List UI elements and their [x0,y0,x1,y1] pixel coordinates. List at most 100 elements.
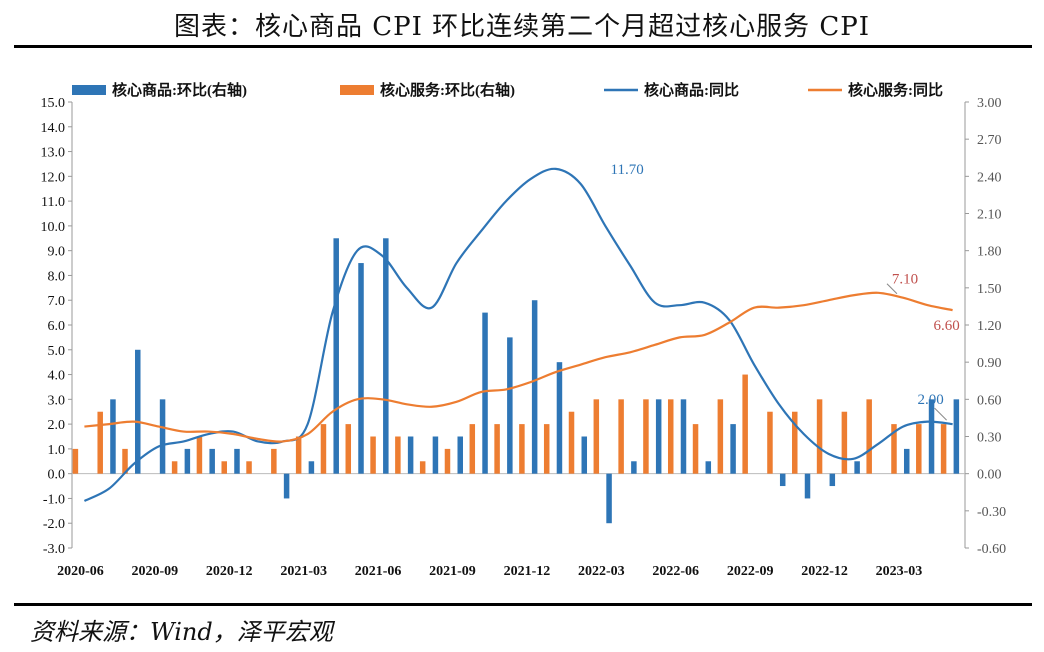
x-tick-label: 2022-06 [652,564,699,579]
bar [383,238,389,474]
x-tick-label: 2021-03 [280,564,327,579]
bar [283,473,290,499]
bar [519,424,525,474]
left-tick-label: 5.0 [48,344,66,359]
annotations: 11.70 7.10 6.60 2.00 [611,162,960,421]
left-tick-label: 4.0 [48,369,66,384]
bar [866,399,872,474]
x-tick-label: 2020-06 [57,564,104,579]
bar [221,461,227,474]
legend-label: 核心服务:同比 [848,81,943,99]
bar [667,399,674,474]
right-tick-label: 2.10 [977,208,1002,223]
annotation-label: 6.60 [933,318,959,334]
right-tick-label: 0.60 [977,393,1002,408]
left-tick-label: -1.0 [43,492,65,507]
left-tick-label: 10.0 [41,220,66,235]
x-tick-label: 2022-09 [727,564,774,579]
left-tick-label: 14.0 [41,121,66,136]
bar [655,399,662,474]
bar [271,448,277,474]
legend: 核心商品:环比(右轴) 核心服务:环比(右轴) 核心商品:同比 核心服务:同比 [72,81,943,99]
right-tick-label: 1.80 [977,245,1002,260]
left-tick-label: 9.0 [48,245,66,260]
chart-title: 图表：核心商品 CPI 环比连续第二个月超过核心服务 CPI [173,12,871,42]
bar [543,424,550,474]
bar [742,374,748,474]
left-tick-label: 7.0 [48,294,66,309]
right-tick-label: 1.20 [977,319,1002,334]
legend-label: 核心服务:环比(右轴) [380,81,515,99]
line-path [83,167,953,502]
bar [804,473,811,499]
bar [903,448,910,474]
bar [159,399,166,474]
bar [556,362,563,474]
bar [916,424,922,474]
bar [135,349,141,474]
bar [295,436,302,474]
bar [419,461,426,474]
bar [841,411,848,474]
bar [469,424,476,474]
bar [854,461,860,474]
bar [196,436,203,474]
annotation-leader [886,283,898,295]
right-tick-label: 2.40 [977,170,1002,185]
bar [171,461,178,474]
bar [891,424,897,474]
bar [829,473,836,487]
annotation-label: 11.70 [611,162,644,178]
combo-chart: 核心商品:环比(右轴) 核心服务:环比(右轴) 核心商品:同比 核心服务:同比 -3.… [41,81,1007,579]
right-tick-label: 0.30 [977,431,1002,446]
left-tick-label: 12.0 [41,170,66,185]
x-tick-label: 2020-09 [131,564,178,579]
x-tick-label: 2022-03 [578,564,625,579]
bar [680,399,687,474]
right-tick-label: 2.70 [977,133,1002,148]
bar [953,399,960,474]
legend-swatch [72,85,106,95]
bar [692,424,699,474]
bar [531,300,538,474]
bar [457,436,463,474]
x-tick-label: 2020-12 [206,564,253,579]
title-rule [14,45,1032,48]
bar [606,473,612,524]
bar [568,411,575,474]
bar [705,461,712,474]
bar [370,436,376,474]
left-tick-label: 13.0 [41,146,66,161]
bar [209,448,215,474]
bar [110,399,116,474]
bar [779,473,786,487]
bar [184,448,191,474]
annotation-label: 7.10 [892,272,918,288]
line-series [83,167,953,502]
bar [730,424,736,474]
left-tick-label: -3.0 [43,542,65,557]
bar [618,399,624,474]
right-tick-label: 0.00 [977,468,1002,483]
annotation-leader [934,407,947,421]
bar [395,436,401,474]
left-tick-label: 11.0 [41,195,65,210]
bar [407,436,414,474]
left-tick-label: 8.0 [48,269,66,284]
right-tick-label: -0.60 [977,542,1006,557]
bar [122,448,128,474]
bar [482,312,488,474]
left-tick-label: -2.0 [43,517,65,532]
bar [358,263,364,474]
annotation-label: 2.00 [917,392,943,408]
bar [792,411,798,474]
bar [581,436,588,474]
bar [593,399,600,474]
bar-series [72,238,960,524]
bar [432,436,439,474]
bar [308,461,315,474]
bar [97,411,103,474]
left-tick-label: 3.0 [48,393,66,408]
left-tick-label: 15.0 [41,96,66,111]
left-tick-label: 6.0 [48,319,66,334]
